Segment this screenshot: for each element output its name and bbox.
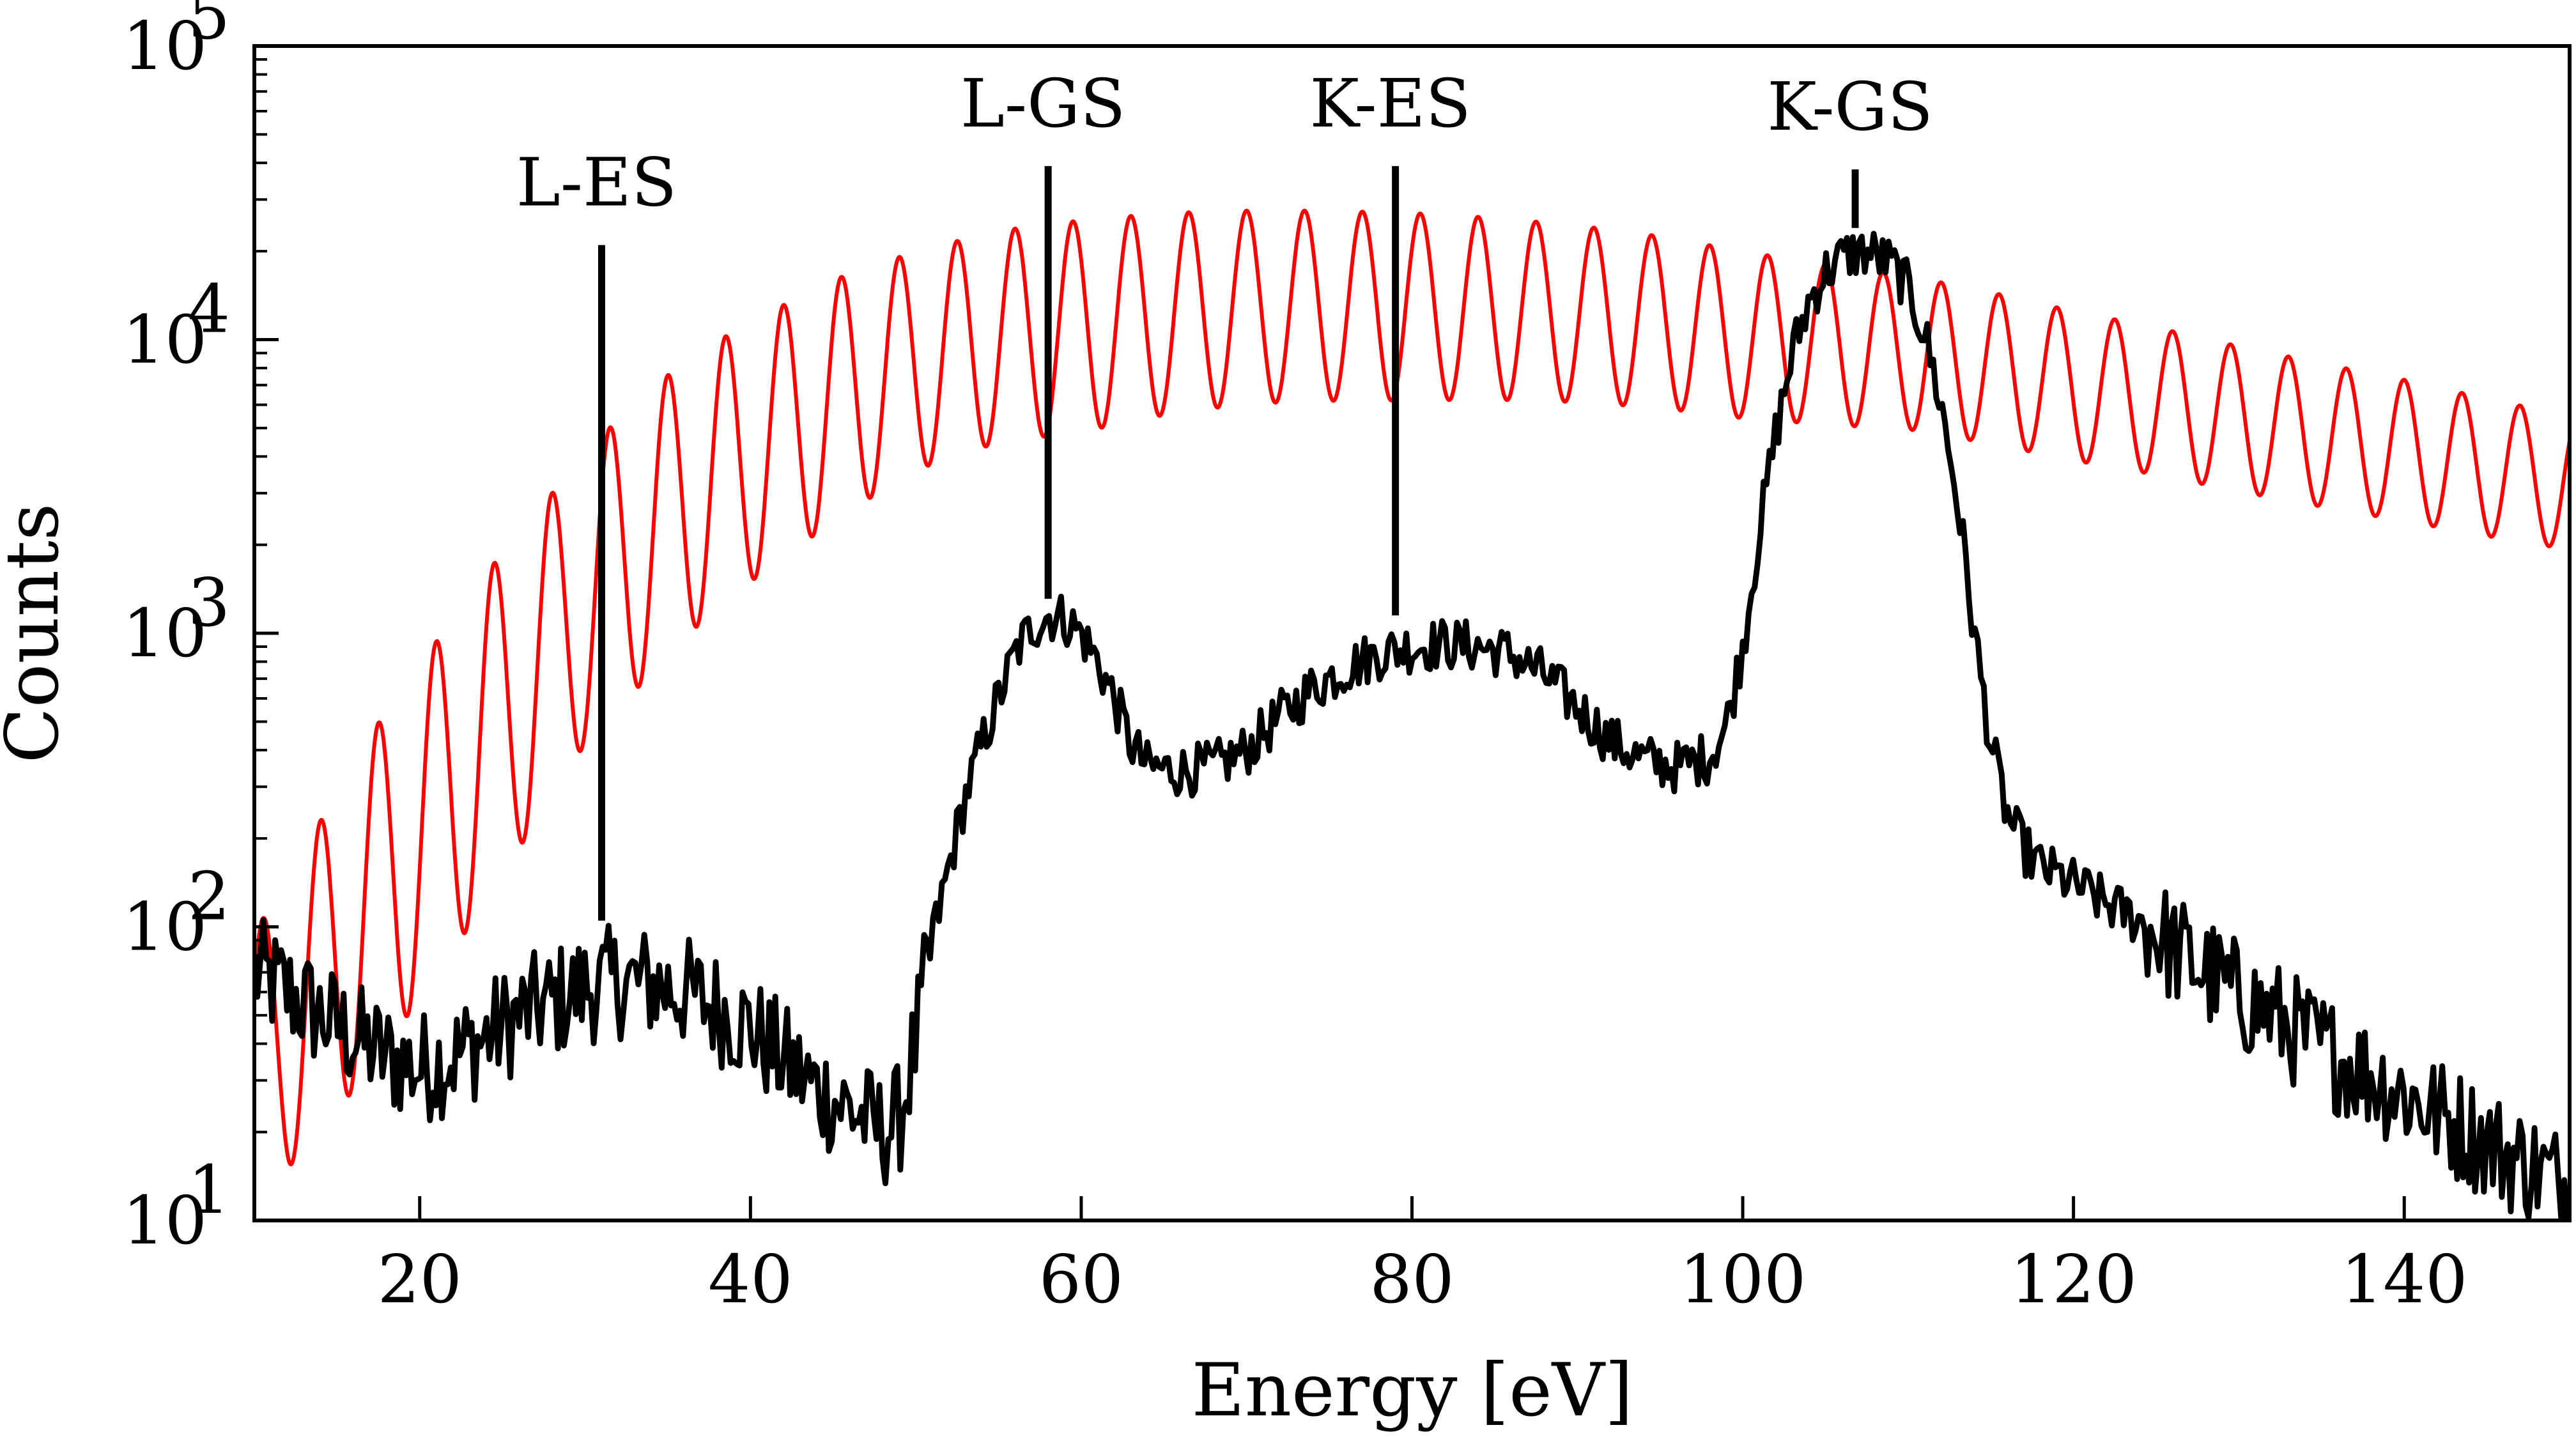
plot-area — [254, 208, 2570, 1220]
x-tick-label: 60 — [1039, 1240, 1123, 1318]
x-tick-label: 140 — [2341, 1240, 2468, 1318]
y-tick-label: 10 — [123, 301, 207, 379]
x-axis-label: Energy [eV] — [1192, 1348, 1633, 1433]
x-tick-label: 20 — [378, 1240, 462, 1318]
red-spectrum-line — [254, 208, 2570, 1167]
x-axis: 20 40 60 80 100 120 140 — [378, 1196, 2468, 1318]
x-tick-label: 120 — [2010, 1240, 2137, 1318]
y-tick-exponent: 1 — [188, 1151, 230, 1229]
marker-label-k-gs: K-GS — [1767, 68, 1933, 146]
marker-label-k-es: K-ES — [1309, 65, 1470, 142]
black-spectrum-line — [254, 231, 2570, 1220]
y-tick-label: 10 — [123, 594, 207, 672]
y-tick-label: 10 — [123, 1181, 207, 1259]
y-axis-label: Counts — [0, 503, 75, 763]
y-tick-exponent: 2 — [188, 858, 230, 935]
x-tick-label: 100 — [1679, 1240, 1807, 1318]
y-tick-label: 10 — [123, 888, 207, 966]
y-tick-exponent: 3 — [188, 564, 230, 642]
y-tick-exponent: 5 — [188, 0, 230, 54]
x-tick-label: 80 — [1369, 1240, 1454, 1318]
y-tick-exponent: 4 — [188, 270, 230, 348]
marker-label-l-gs: L-GS — [960, 65, 1126, 142]
y-tick-label: 10 — [123, 7, 207, 85]
peak-markers: L-ES L-GS K-ES K-GS — [516, 65, 1933, 921]
marker-label-l-es: L-ES — [516, 143, 677, 221]
x-tick-label: 40 — [708, 1240, 792, 1318]
